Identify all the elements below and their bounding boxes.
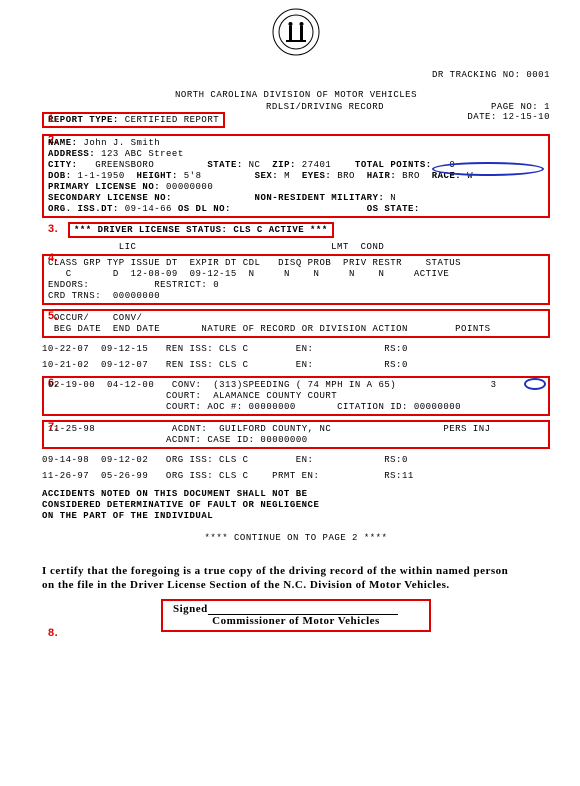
height-value: 5'8 [184, 171, 202, 181]
points-value: 0 [449, 160, 455, 170]
nonres-value: N [390, 193, 396, 203]
eyes-label: EYES: [302, 171, 332, 181]
race-value: W [467, 171, 473, 181]
hair-value: BRO [402, 171, 420, 181]
record-ren-2: 10-21-02 09-12-07 REN ISS: CLS C EN: RS:… [42, 360, 550, 370]
marker-3: 3. [48, 223, 58, 235]
zip-value: 27401 [302, 160, 332, 170]
disclaimer-2: CONSIDERED DETERMINATIVE OF FAULT OR NEG… [42, 500, 550, 510]
record-header-box: OCCUR/ CONV/ BEG DATE END DATE NATURE OF… [42, 309, 550, 338]
name-label: NAME: [48, 138, 78, 148]
points-label: TOTAL POINTS: [355, 160, 432, 170]
acdnt-row-2: ACDNT: CASE ID: 00000000 [48, 435, 544, 445]
eyes-value: BRO [337, 171, 355, 181]
occur-header-1: OCCUR/ CONV/ [48, 313, 544, 323]
osdl-label: OS DL NO: [178, 204, 231, 214]
acdnt-row-1: 11-25-98 ACDNT: GUILFORD COUNTY, NC PERS… [48, 424, 544, 434]
org-iss-value: 09-14-66 [125, 204, 172, 214]
state-seal [272, 8, 320, 56]
address-value: 123 ABC Street [101, 149, 184, 159]
conv-row-2: COURT: ALAMANCE COUNTY COURT [48, 391, 544, 401]
org-iss-label: ORG. ISS.DT: [48, 204, 119, 214]
class-box: CLASS GRP TYP ISSUE DT EXPIR DT CDL DISQ… [42, 254, 550, 305]
cert-line-2: on the file in the Driver License Sectio… [42, 579, 550, 593]
conviction-box: 02-19-00 04-12-00 CONV: (313)SPEEDING ( … [42, 376, 550, 416]
record-ren-1: 10-22-07 09-12-15 REN ISS: CLS C EN: RS:… [42, 344, 550, 354]
primary-lic-value: 00000000 [166, 182, 213, 192]
class-row: C D 12-08-09 09-12-15 N N N N N ACTIVE [48, 269, 544, 279]
marker-4: 4. [48, 252, 58, 264]
report-type-label: REPORT TYPE: [48, 115, 119, 125]
record-org-1: 09-14-98 09-12-02 ORG ISS: CLS C EN: RS:… [42, 455, 550, 465]
class-header-1: LIC LMT COND [42, 242, 550, 252]
marker-5: 5. [48, 310, 58, 322]
name-value: John J. Smith [83, 138, 160, 148]
marker-7: 7. [48, 421, 58, 433]
accident-box: 11-25-98 ACDNT: GUILFORD COUNTY, NC PERS… [42, 420, 550, 449]
dob-label: DOB: [48, 171, 72, 181]
continue-note: **** CONTINUE ON TO PAGE 2 **** [42, 533, 550, 543]
date-label: DATE: [467, 112, 497, 122]
state-value: NC [249, 160, 261, 170]
zip-label: ZIP: [272, 160, 296, 170]
occur-header-2: BEG DATE END DATE NATURE OF RECORD OR DI… [48, 324, 544, 334]
sex-value: M [284, 171, 290, 181]
address-label: ADDRESS: [48, 149, 95, 159]
city-label: CITY: [48, 160, 78, 170]
cert-line-1: I certify that the foregoing is a true c… [42, 565, 550, 579]
state-label: STATE: [207, 160, 242, 170]
header-title: NORTH CAROLINA DIVISION OF MOTOR VEHICLE… [42, 90, 550, 100]
primary-lic-label: PRIMARY LICENSE NO: [48, 182, 160, 192]
license-status-box: *** DRIVER LICENSE STATUS: CLS C ACTIVE … [68, 222, 334, 238]
report-type-value: CERTIFIED REPORT [125, 115, 219, 125]
marker-8: 8. [48, 627, 58, 639]
city-value: GREENSBORO [95, 160, 154, 170]
signature-box: Signed Commissioner of Motor Vehicles [161, 599, 431, 632]
conv-row-3: COURT: AOC #: 00000000 CITATION ID: 0000… [48, 402, 544, 412]
crd-row: CRD TRNS: 00000000 [48, 291, 544, 301]
disclaimer-1: ACCIDENTS NOTED ON THIS DOCUMENT SHALL N… [42, 489, 550, 499]
disclaimer-3: ON THE PART OF THE INDIVIDUAL [42, 511, 550, 521]
hair-label: HAIR: [367, 171, 397, 181]
date-value: 12-15-10 [503, 112, 550, 122]
record-org-2: 11-26-97 05-26-99 ORG ISS: CLS C PRMT EN… [42, 471, 550, 481]
conv-row-1: 02-19-00 04-12-00 CONV: (313)SPEEDING ( … [48, 380, 544, 390]
marker-1: 1. [48, 113, 58, 125]
page-no-label: PAGE NO: [491, 102, 538, 112]
signed-label: Signed [173, 603, 208, 615]
sex-label: SEX: [255, 171, 279, 181]
height-label: HEIGHT: [137, 171, 178, 181]
secondary-lic-label: SECONDARY LICENSE NO: [48, 193, 172, 203]
endors-row: ENDORS: RESTRICT: 0 [48, 280, 544, 290]
osstate-label: OS STATE: [367, 204, 420, 214]
tracking-no: DR TRACKING NO: 0001 [42, 70, 550, 80]
nonres-label: NON-RESIDENT MILITARY: [255, 193, 385, 203]
class-header-2: CLASS GRP TYP ISSUE DT EXPIR DT CDL DISQ… [48, 258, 544, 268]
header-subtitle: RDLSI/DRIVING RECORD [225, 102, 425, 112]
report-type-box: REPORT TYPE: CERTIFIED REPORT [42, 112, 225, 128]
race-label: RACE: [432, 171, 462, 181]
commissioner-label: Commissioner of Motor Vehicles [173, 615, 419, 627]
page-no: 1 [544, 102, 550, 112]
personal-box: NAME: John J. Smith ADDRESS: 123 ABC Str… [42, 134, 550, 218]
dob-value: 1-1-1950 [78, 171, 125, 181]
